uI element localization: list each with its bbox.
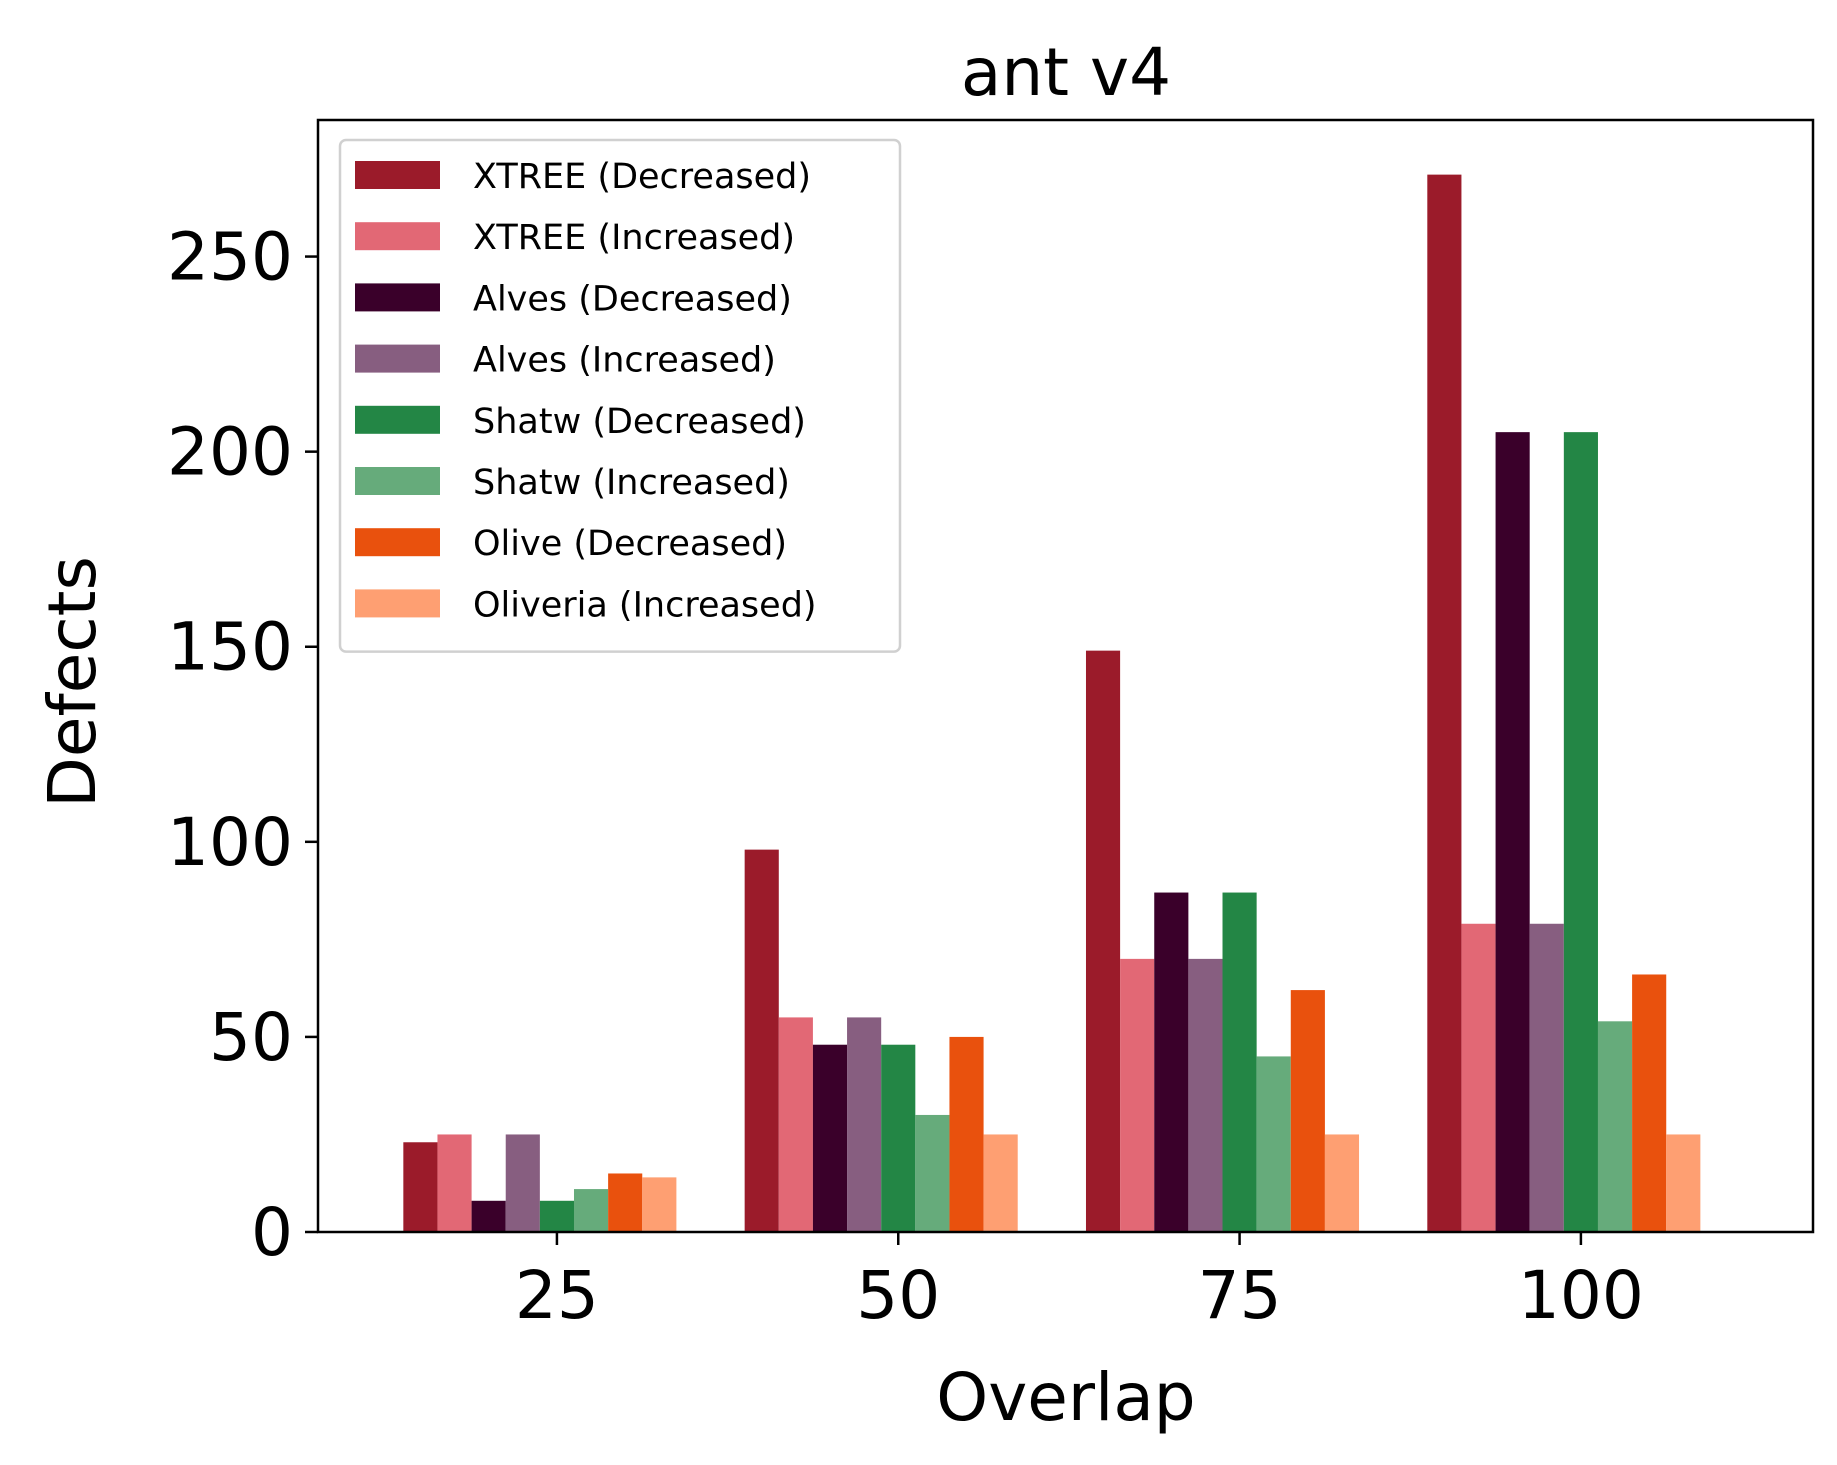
legend-label: XTREE (Decreased) — [473, 157, 811, 197]
x-axis-ticks: 25 50 75 100 — [515, 1232, 1644, 1334]
legend-swatch — [355, 344, 440, 373]
plot-area-frame — [316, 118, 1815, 1234]
legend-label: Shatw (Decreased) — [473, 402, 806, 442]
bar-alves-decreased-25 — [471, 1200, 506, 1232]
bar-olive-decreased-50 — [949, 1036, 984, 1232]
legend-swatch — [355, 222, 440, 251]
y-tick-label: 250 — [167, 219, 293, 296]
bar-shatw-increased-100 — [1597, 1021, 1633, 1232]
y-tick-label: 100 — [167, 804, 293, 881]
y-axis-label: Defects — [34, 556, 111, 808]
bar-alves-decreased-50 — [812, 1044, 848, 1232]
legend-label: XTREE (Increased) — [473, 218, 795, 258]
bar-alves-increased-100 — [1529, 923, 1564, 1232]
bar-oliveria-increased-25 — [642, 1177, 677, 1232]
bar-alves-decreased-100 — [1495, 432, 1530, 1232]
legend-label: Shatw (Increased) — [473, 463, 790, 503]
bar-alves-decreased-75 — [1154, 892, 1189, 1232]
legend-label: Alves (Increased) — [473, 341, 776, 381]
bar-alves-increased-25 — [505, 1134, 540, 1232]
bar-xtree-increased-75 — [1120, 958, 1155, 1232]
bar-shatw-decreased-75 — [1222, 892, 1257, 1232]
legend-label: Oliveria (Increased) — [473, 585, 817, 625]
x-tick-label: 50 — [856, 1257, 940, 1334]
bar-shatw-increased-25 — [573, 1189, 609, 1232]
legend-box — [338, 138, 902, 653]
legend-swatch — [355, 161, 440, 189]
bar-xtree-decreased-50 — [744, 849, 779, 1232]
bar-oliveria-increased-75 — [1324, 1134, 1360, 1232]
x-tick-label: 75 — [1198, 1257, 1282, 1334]
bar-xtree-decreased-75 — [1085, 650, 1121, 1232]
bar-olive-decreased-100 — [1632, 974, 1667, 1232]
y-tick-label: 200 — [167, 414, 293, 491]
bar-xtree-decreased-100 — [1427, 174, 1462, 1233]
y-tick-label: 0 — [251, 1194, 293, 1271]
legend-swatch — [355, 467, 440, 495]
bar-xtree-increased-50 — [778, 1017, 813, 1232]
bar-olive-decreased-75 — [1290, 990, 1325, 1232]
bar-xtree-decreased-25 — [403, 1142, 438, 1232]
bar-xtree-increased-25 — [437, 1134, 472, 1232]
bar-shatw-increased-75 — [1256, 1056, 1291, 1232]
x-tick-label: 25 — [515, 1257, 599, 1334]
bar-oliveria-increased-50 — [983, 1134, 1018, 1232]
bar-alves-increased-75 — [1188, 958, 1223, 1232]
bar-oliveria-increased-100 — [1666, 1134, 1701, 1232]
legend-swatch — [355, 528, 440, 557]
bar-xtree-increased-100 — [1461, 923, 1496, 1232]
bars-group — [403, 174, 1701, 1233]
legend-label: Alves (Decreased) — [473, 279, 792, 319]
legend-swatch — [355, 589, 440, 618]
bar-shatw-decreased-25 — [539, 1200, 574, 1232]
x-tick-label: 100 — [1518, 1257, 1644, 1334]
y-axis-ticks: 0 50 100 150 200 250 — [167, 219, 318, 1271]
legend-label: Olive (Decreased) — [473, 524, 787, 564]
y-tick-label: 150 — [167, 609, 293, 686]
bar-shatw-decreased-100 — [1563, 432, 1598, 1232]
x-axis-label: Overlap — [936, 1359, 1195, 1436]
bar-shatw-decreased-50 — [881, 1044, 916, 1232]
chart-title: ant v4 — [961, 34, 1171, 111]
bar-shatw-increased-50 — [915, 1114, 950, 1232]
y-tick-label: 50 — [209, 999, 293, 1076]
bar-olive-decreased-25 — [608, 1173, 643, 1232]
legend: XTREE (Decreased) XTREE (Increased) Alves … — [338, 138, 902, 653]
legend-swatch — [355, 283, 440, 312]
legend-swatch — [355, 405, 440, 434]
bar-alves-increased-50 — [847, 1017, 882, 1232]
